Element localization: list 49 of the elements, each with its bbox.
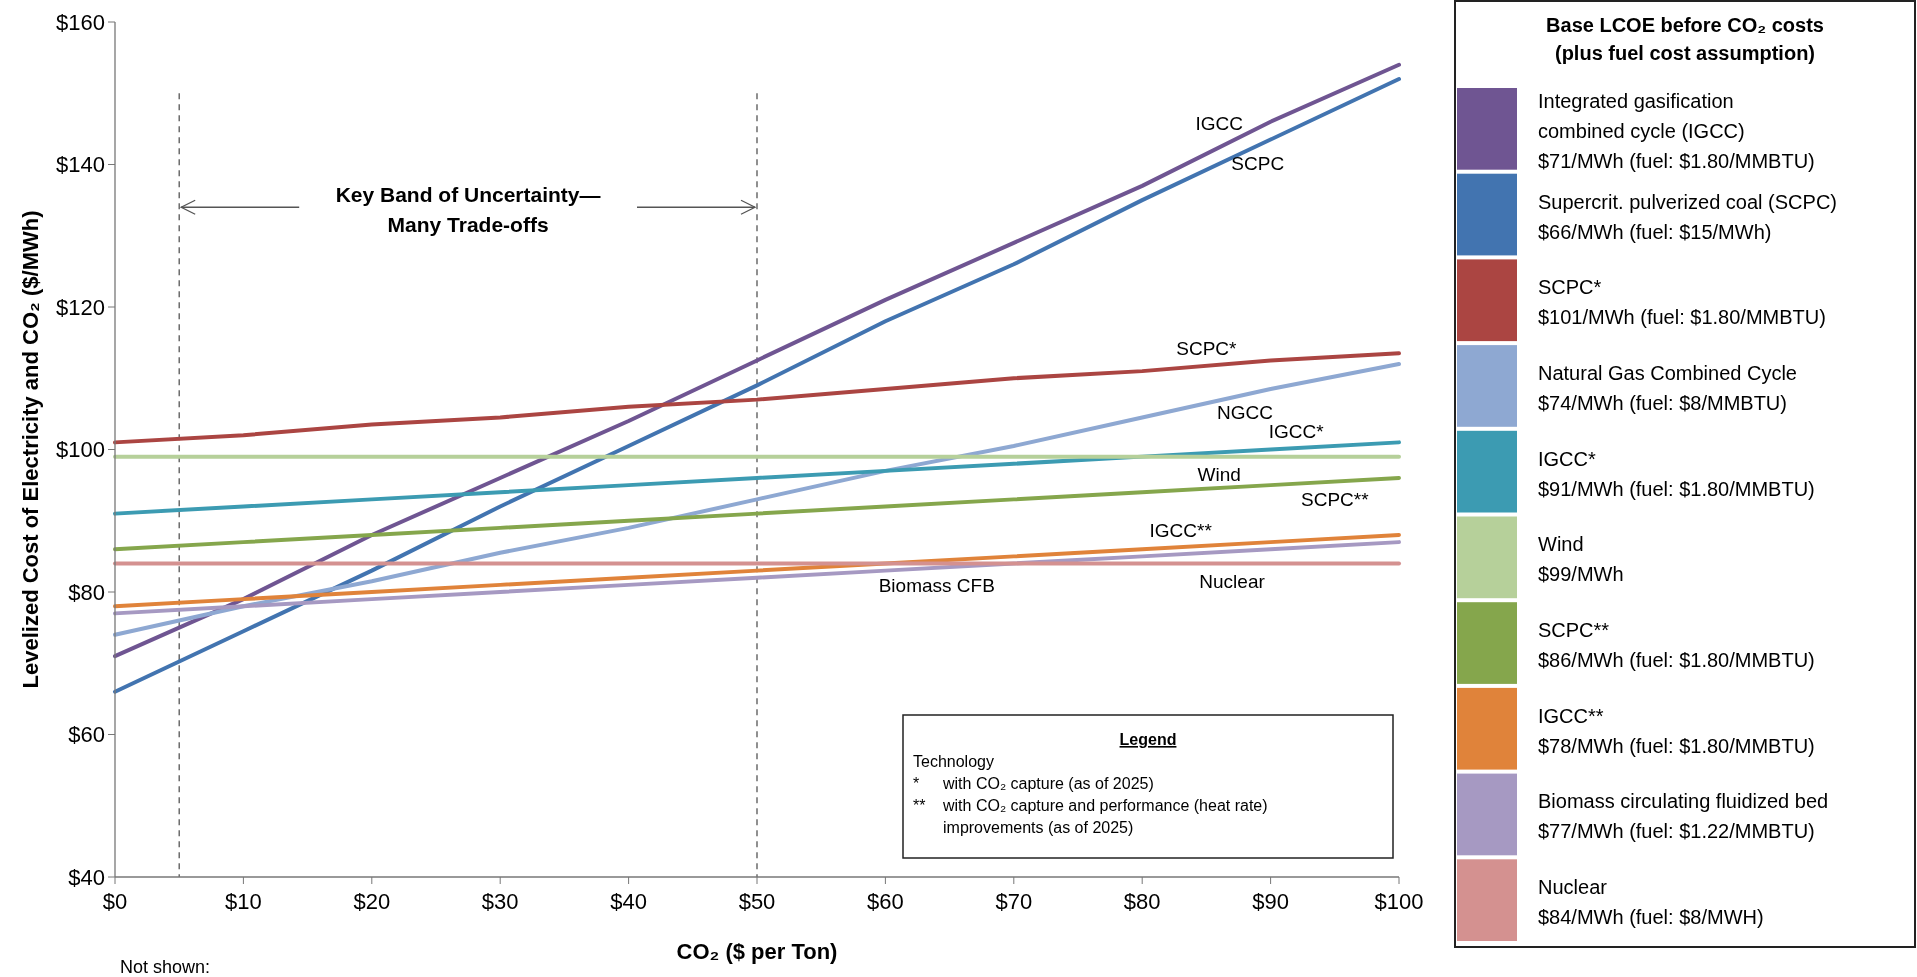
y-tick-label: $140: [56, 152, 105, 178]
annotation: NGCC: [1216, 401, 1273, 423]
annotation: SCPC*: [1176, 338, 1238, 360]
x-tick-label: $90: [1252, 889, 1289, 914]
text: Biomass circulating fluidized bed $77/MWh (fuel: $1.22/MMBTU): [1538, 790, 1829, 843]
annotation: Nuclear: [1199, 570, 1266, 592]
text: Integrated gasification combined cycle (IGCC) $71/MWh (fuel: $1.80/MMBTU): [1538, 89, 1815, 172]
annotation: Technology: [913, 753, 994, 770]
y-tick-label: $160: [56, 9, 105, 35]
text: Nuclear $84/MWh (fuel: $8/MWH): [1538, 876, 1764, 929]
annotation: Biomass CFB: [878, 574, 995, 596]
y-tick-label: $120: [56, 294, 105, 320]
line-series: [113, 540, 1401, 616]
x-tick-label: $100: [1374, 889, 1424, 914]
line-series: [113, 440, 1401, 516]
x-tick-label: $10: [225, 889, 262, 914]
x-tick-label: $30: [481, 889, 519, 914]
annotation: Key Band of Uncertainty— Many Trade-offs: [335, 183, 601, 237]
y-tick-label: $40: [68, 864, 105, 890]
y-tick-label: $100: [56, 437, 105, 463]
x-tick-label: $20: [353, 889, 391, 914]
annotation: Wind: [1197, 463, 1241, 485]
x-tick-label: $40: [610, 889, 647, 914]
annotation: IGCC: [1195, 113, 1243, 135]
text: Not shown:: [120, 957, 211, 977]
text: Natural Gas Combined Cycle $74/MWh (fuel: $8/MMBTU): [1538, 361, 1797, 414]
text: * with CO₂ capture (as of 2025): [913, 775, 1154, 792]
x-tick-label: $80: [1123, 889, 1161, 914]
y-tick-label: $80: [68, 579, 105, 605]
text: SCPC** $86/MWh (fuel: $1.80/MMBTU): [1538, 619, 1815, 672]
x-tick-label: $50: [738, 889, 776, 914]
text: Wind $99/MWh: [1538, 533, 1624, 586]
x-axis-title: CO₂ ($ per Ton): [676, 939, 838, 964]
y-axis-title: Levelized Cost of Electricity and CO₂ ($/MWh): [18, 210, 43, 689]
text: IGCC* $91/MWh (fuel: $1.80/MMBTU): [1538, 447, 1815, 500]
x-tick-label: $0: [102, 889, 128, 914]
text: SCPC* $101/MWh (fuel: $1.80/MMBTU): [1538, 276, 1826, 329]
annotation: ** with CO₂ capture and performance (heat rate) improvements (as of 2025): [913, 797, 1268, 836]
annotation: Legend: [1119, 731, 1177, 748]
annotation: IGCC*: [1268, 421, 1325, 443]
y-tick-label: $60: [68, 722, 105, 748]
text: IGCC** $78/MWh (fuel: $1.80/MMBTU): [1538, 704, 1815, 757]
annotation: IGCC**: [1149, 520, 1213, 542]
annotation: SCPC: [1231, 152, 1285, 174]
legend-title: Base LCOE before CO₂ costs (plus fuel cost assumption): [1546, 14, 1824, 64]
annotation: SCPC**: [1301, 488, 1370, 510]
text: Supercrit. pulverized coal (SCPC) $66/MWh (fuel: $15/MWh): [1538, 190, 1837, 243]
x-tick-label: $60: [867, 889, 904, 914]
x-tick-label: $70: [995, 889, 1033, 914]
